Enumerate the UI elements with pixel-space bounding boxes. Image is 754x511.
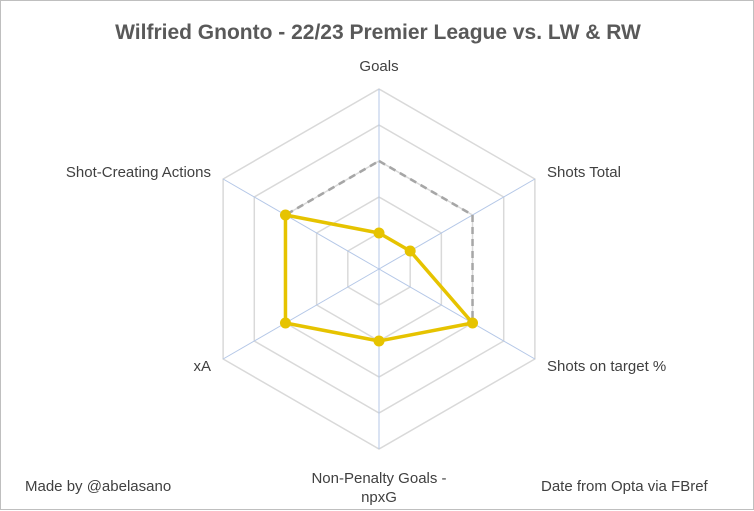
- axis-label: Non-Penalty Goals -: [311, 470, 446, 487]
- axis-spoke: [222, 268, 380, 360]
- series-point: [279, 209, 291, 221]
- source-text: Date from Opta via FBref: [541, 478, 708, 495]
- credit-text: Made by @abelasano: [25, 478, 172, 495]
- axis-spoke: [222, 178, 380, 270]
- radar-series: [279, 159, 479, 347]
- radar-axis-labels: Goals Shots Total Shots on target % Non-Pen…: [66, 58, 666, 506]
- series-point: [404, 245, 416, 257]
- series-point: [279, 317, 291, 329]
- radar-spokes: [222, 89, 536, 449]
- axis-spoke: [378, 268, 536, 360]
- chart-title: Wilfried Gnonto - 22/23 Premier League v…: [115, 21, 641, 44]
- axis-label: npxG: [361, 489, 397, 506]
- series-point: [373, 227, 385, 239]
- axis-spoke: [378, 178, 536, 270]
- axis-label: Shot-Creating Actions: [66, 164, 211, 181]
- series-point: [373, 335, 385, 347]
- axis-label: xA: [193, 358, 211, 375]
- series-line-average: [284, 159, 474, 343]
- axis-label: Goals: [359, 58, 398, 75]
- axis-label: Shots on target %: [547, 358, 666, 375]
- series-point: [467, 317, 479, 329]
- axis-label: Shots Total: [547, 164, 621, 181]
